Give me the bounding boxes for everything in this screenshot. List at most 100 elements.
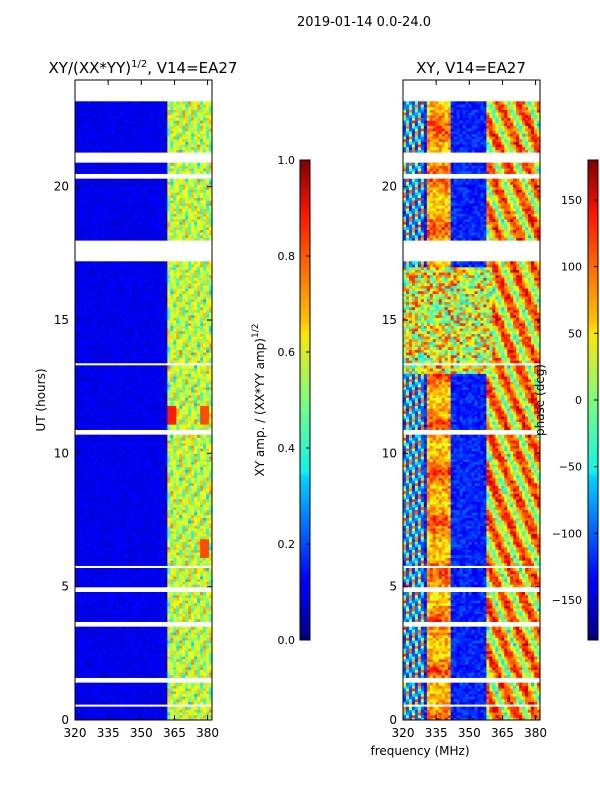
heat-cell — [158, 474, 162, 478]
heat-cell — [89, 402, 94, 406]
heat-cell — [167, 488, 171, 492]
heat-cell — [146, 712, 151, 716]
heat-cell — [158, 546, 162, 550]
heat-cell — [116, 413, 121, 417]
heat-cell — [203, 544, 207, 548]
heat-cell — [107, 672, 112, 676]
heat-cell — [98, 448, 103, 452]
heat-cell — [194, 488, 198, 492]
heat-cell — [95, 424, 100, 428]
heat-cell — [197, 528, 201, 532]
heat-cell — [95, 474, 100, 478]
heat-cell — [167, 528, 171, 532]
heat-cell — [182, 597, 186, 601]
heat-cell — [203, 445, 207, 449]
heat-cell — [77, 538, 82, 542]
heat-cell — [119, 690, 124, 694]
heat-cell — [149, 594, 154, 598]
heat-cell — [131, 541, 136, 545]
heat-cell — [101, 600, 106, 604]
heat-cell — [164, 640, 168, 644]
heat-cell — [95, 605, 100, 609]
heat-cell — [161, 474, 165, 478]
heat-cell — [164, 488, 168, 492]
heat-cell — [122, 669, 127, 673]
heat-cell — [188, 653, 192, 657]
heat-cell — [152, 509, 157, 513]
heat-cell — [140, 416, 145, 420]
heat-cell — [158, 698, 162, 702]
heat-cell — [209, 717, 212, 720]
heat-cell — [188, 461, 192, 465]
heat-cell — [137, 642, 142, 646]
heat-cell — [122, 706, 127, 710]
heat-cell — [107, 472, 112, 476]
heat-cell — [158, 637, 162, 641]
heat-cell — [206, 474, 210, 478]
heat-cell — [173, 653, 177, 657]
heat-cell — [173, 605, 177, 609]
heat-cell — [98, 514, 103, 518]
heat-cell — [119, 696, 124, 700]
heat-cell — [92, 506, 97, 510]
heat-cell — [158, 570, 162, 574]
heat-cell — [155, 504, 159, 508]
heat-cell — [191, 546, 195, 550]
heat-cell — [152, 546, 157, 550]
heat-cell — [143, 717, 148, 720]
heat-cell — [173, 648, 177, 652]
heat-cell — [134, 685, 139, 689]
heat-cell — [164, 528, 168, 532]
heat-cell — [77, 541, 82, 545]
heat-cell — [89, 456, 94, 460]
heat-cell — [77, 693, 82, 697]
heat-cell — [188, 418, 192, 422]
heat-cell — [86, 453, 91, 457]
heat-cell — [116, 578, 121, 582]
heat-cell — [86, 645, 91, 649]
heat-cell — [110, 474, 115, 478]
heat-cell — [113, 514, 118, 518]
heat-cell — [161, 520, 165, 524]
heat-cell — [143, 664, 148, 668]
heat-cell — [95, 416, 100, 420]
heat-cell — [122, 698, 127, 702]
heat-cell — [104, 474, 109, 478]
heat-cell — [170, 685, 174, 689]
heat-cell — [107, 562, 112, 566]
heat-cell — [137, 504, 142, 508]
heat-cell — [188, 618, 192, 622]
heat-cell — [200, 685, 204, 689]
heat-cell — [146, 506, 151, 510]
heat-cell — [161, 509, 165, 513]
heat-cell — [164, 618, 168, 622]
heat-cell — [116, 552, 121, 556]
heat-cell — [146, 408, 151, 412]
heat-cell — [107, 464, 112, 468]
heat-cell — [125, 629, 130, 633]
heat-cell — [75, 581, 79, 585]
heat-cell — [98, 408, 103, 412]
heat-cell — [125, 440, 130, 444]
heat-cell — [128, 442, 133, 446]
heat-cell — [164, 477, 168, 481]
heat-cell — [161, 690, 165, 694]
heat-cell — [179, 418, 183, 422]
heat-cell — [86, 616, 91, 620]
heat-cell — [77, 408, 82, 412]
heat-cell — [146, 402, 151, 406]
heat-cell — [80, 634, 85, 638]
heat-cell — [200, 485, 204, 489]
heat-cell — [92, 637, 97, 641]
heat-cell — [179, 445, 183, 449]
heat-cell — [80, 458, 85, 462]
heat-cell — [161, 672, 165, 676]
heat-cell — [203, 440, 207, 444]
heat-cell — [146, 437, 151, 441]
heat-cell — [83, 426, 88, 430]
heat-cell — [134, 682, 139, 686]
heat-cell — [206, 570, 210, 574]
heat-cell — [176, 522, 180, 526]
heat-cell — [173, 525, 177, 529]
heat-cell — [176, 653, 180, 657]
